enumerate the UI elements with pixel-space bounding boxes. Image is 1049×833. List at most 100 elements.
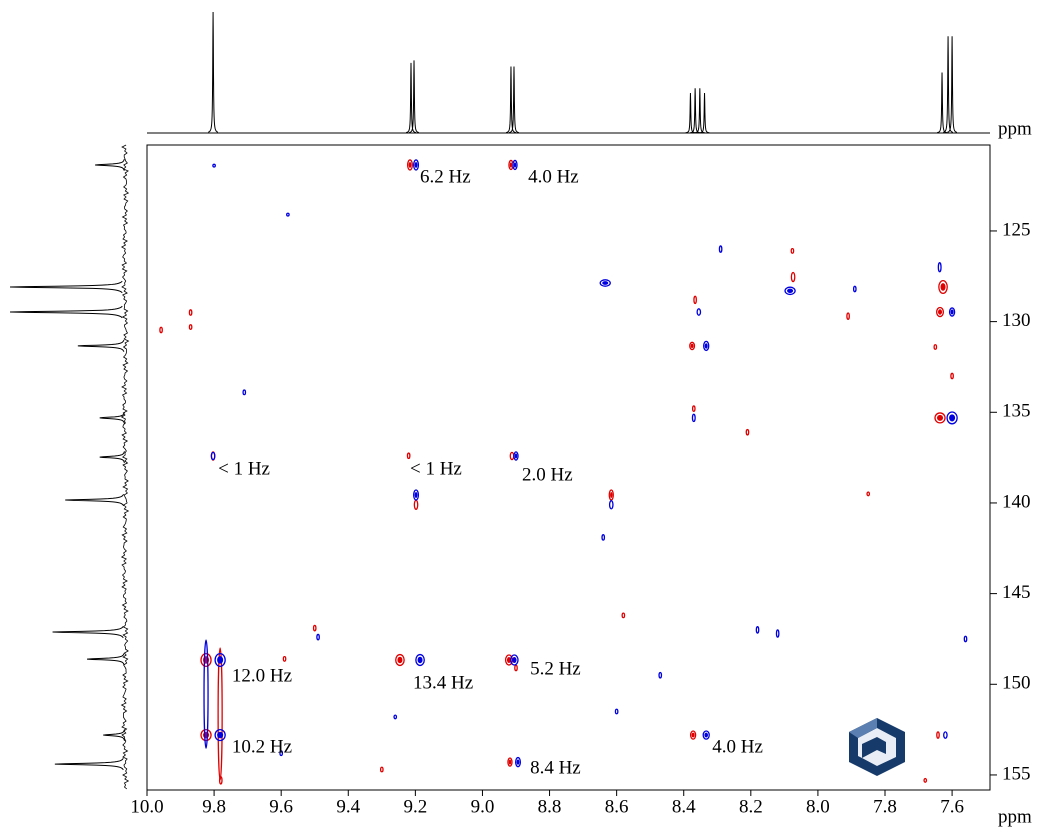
cross-peak [937,262,942,273]
cross-peak [689,341,696,351]
x-unit: ppm [998,806,1032,827]
cross-peak [852,285,857,293]
cross-peak [282,655,287,662]
cross-peak [718,245,723,253]
cross-peak-core [509,162,513,168]
cross-peak [693,295,697,305]
h1-peak [685,93,696,134]
h1-peak [208,11,219,133]
cross-peak-core [508,759,512,765]
cross-peak-core [514,453,518,459]
h1-peak [409,60,419,133]
cross-peak [691,405,696,413]
x-tick-label: 9.4 [336,796,360,817]
cross-peak [943,731,948,739]
cross-peak-core [704,732,709,738]
cross-peak [599,279,611,287]
cross-peak [784,286,796,296]
coupling-label: 2.0 Hz [522,464,573,485]
coupling-label: < 1 Hz [218,458,270,479]
h1-peak [509,66,519,134]
cross-peak [188,309,193,316]
h1-peak [947,36,958,133]
cross-peak [658,671,663,679]
coupling-label: 12.0 Hz [232,665,292,686]
cross-peak [312,624,317,632]
cross-peak [621,612,626,619]
c13-peak [99,411,125,424]
cross-peak-core [691,732,695,738]
cross-peak [279,750,284,757]
x-tick-label: 8.4 [672,796,696,817]
cross-peak [866,491,871,497]
cross-peak [212,163,216,168]
cross-peak-core [417,656,423,664]
coupling-label: 4.0 Hz [712,736,763,757]
cross-peak [608,500,614,510]
x-tick-label: 8.8 [538,796,562,817]
cross-peak [217,647,223,781]
cross-peak-core [950,309,954,315]
cross-peak [214,652,226,667]
x-tick-label: 8.0 [806,796,830,817]
cross-peak [509,451,515,461]
y-tick-label: 140 [1002,491,1031,512]
cross-peak-core [414,491,418,498]
cross-peak [507,757,513,767]
cross-peak [775,629,780,638]
cross-peak-core [602,281,609,285]
h1-peak [694,88,705,134]
cross-peak [379,766,384,773]
cross-peak [923,777,928,783]
cross-peak-core [516,759,520,765]
cross-peak-core [787,288,794,293]
cross-peak [286,212,290,217]
cross-peak [703,340,710,352]
cross-peak [790,247,795,254]
cross-peak-core [408,161,412,168]
x-tick-label: 7.8 [873,796,897,817]
cross-peak [203,639,209,749]
x-tick-label: 9.0 [471,796,495,817]
cross-peak-core [949,414,956,422]
c13-peak [103,729,125,741]
cross-peak [963,635,968,643]
x-tick-label: 10.0 [130,796,163,817]
cross-peak [406,159,413,171]
cross-peak-core [203,731,210,739]
cross-peak [938,279,948,294]
cross-peak [242,389,247,396]
cross-peak-core [936,414,944,421]
cross-peak [948,307,956,317]
h1-peak [699,93,710,134]
cross-peak [200,652,212,667]
cross-peak [755,626,760,634]
cross-peak [395,653,405,667]
cross-peak [846,312,850,321]
cross-peak [512,159,518,171]
cross-peak-core [512,656,517,663]
cross-peak-core [397,656,403,664]
c13-peak [54,758,124,771]
cross-peak-core [704,343,708,349]
h1-peak [943,36,954,133]
x-tick-label: 9.8 [202,796,226,817]
cross-peak [413,159,420,171]
cross-peak [601,534,606,541]
cross-peak [200,728,212,742]
cross-peak [188,324,193,330]
cross-peak [514,664,518,672]
c13-peak [9,280,123,294]
cross-peak-core [610,491,613,498]
c13-noise [120,144,130,790]
cross-peak [509,654,519,666]
y-tick-label: 130 [1002,310,1031,331]
coupling-label: 10.2 Hz [232,736,292,757]
cross-peak-core [217,731,224,739]
cross-peak [218,776,223,785]
cross-peak [393,714,398,720]
y-tick-label: 150 [1002,673,1031,694]
cross-peak [702,730,710,740]
plot-frame [146,144,991,791]
